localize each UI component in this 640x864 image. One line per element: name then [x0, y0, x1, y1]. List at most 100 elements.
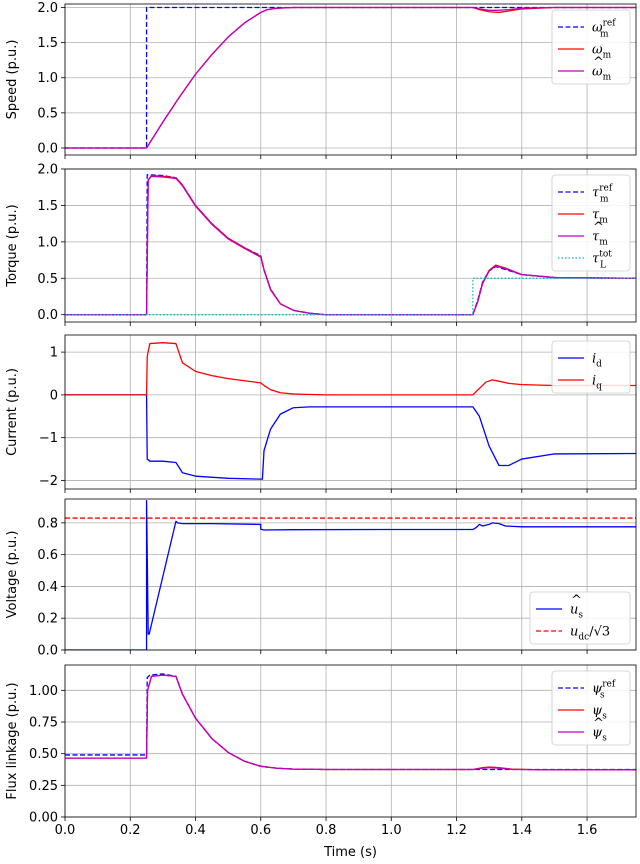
legend-subscript: dc	[578, 633, 589, 643]
legend-subscript: L	[600, 261, 606, 271]
legend-subscript: m	[603, 51, 612, 61]
legend-symbol: i	[592, 352, 596, 367]
legend-subscript: s	[602, 712, 607, 722]
legend-hat-1: ^	[571, 593, 582, 608]
y-tick-label: 0.50	[29, 747, 58, 762]
axes-frame	[64, 334, 637, 490]
legend-symbol: u	[570, 603, 578, 618]
legend-box	[551, 340, 631, 394]
legend-subscript: s	[602, 734, 607, 744]
series-group	[65, 499, 636, 650]
legend-superscript: ref	[599, 184, 613, 194]
y-tick-label: 0.4	[37, 580, 58, 595]
x-tick-label: 0.8	[316, 823, 337, 838]
x-axis-label: Time (s)	[323, 845, 377, 860]
y-tick-label: 0.6	[37, 548, 58, 563]
legend-symbol: ω	[592, 21, 603, 36]
legend-label-2: udc/√3	[570, 625, 610, 643]
series-group	[65, 174, 636, 316]
legend-subscript: m	[599, 238, 608, 248]
y-tick-label: 1	[50, 346, 58, 361]
legend-label-3: τm	[592, 230, 608, 248]
legend-box	[551, 174, 631, 272]
legend-label-2: ψs	[592, 704, 607, 722]
legend-hat-3: ^	[593, 220, 604, 235]
legend-symbol: ω	[592, 65, 603, 80]
y-tick-label: 1.5	[37, 36, 58, 51]
y-tick-label: 0.0	[37, 308, 58, 323]
legend-suffix: /√3	[589, 625, 610, 640]
legend-subscript: m	[600, 195, 609, 205]
legend-label-1: ωref m	[592, 19, 616, 40]
y-tick-label: 0.5	[37, 272, 58, 287]
y-tick-label: 1.00	[29, 684, 58, 699]
x-tick-label: 1.2	[446, 823, 467, 838]
legend-hat-3: ^	[593, 55, 604, 70]
axes-frame	[64, 498, 637, 651]
y-axis-label: Voltage (p.u.)	[5, 531, 20, 619]
legend-subscript: m	[599, 216, 608, 226]
x-tick-label: 0.6	[250, 823, 271, 838]
legend-superscript: tot	[599, 250, 612, 260]
axes-frame	[64, 168, 637, 323]
legend-label-2: ωm	[592, 43, 612, 61]
y-tick-label: 1.5	[37, 199, 58, 214]
y-tick-label: 1.0	[37, 235, 58, 250]
y-axis-label: Flux linkage (p.u.)	[5, 682, 20, 799]
legend-label-1: ψref s	[592, 680, 616, 701]
y-tick-label: 2.0	[37, 1, 58, 16]
y-tick-label: −1	[39, 431, 58, 446]
legend-symbol: ψ	[592, 726, 603, 741]
legend-symbol: τ	[592, 186, 600, 201]
y-tick-label: 2.0	[37, 163, 58, 178]
series-group	[65, 673, 636, 771]
y-axis-label: Speed (p.u.)	[5, 40, 20, 120]
legend-box	[551, 9, 631, 85]
series-line-1	[65, 394, 636, 480]
legend-label-2: τm	[592, 208, 608, 226]
series-group	[65, 342, 636, 480]
x-tick-label: 0.2	[120, 823, 141, 838]
legend-box	[551, 670, 631, 746]
legend: us ^ udc/√3	[529, 591, 631, 645]
legend-symbol: τ	[592, 208, 600, 223]
legend-superscript: ref	[602, 680, 616, 690]
y-tick-label: 0.25	[29, 779, 58, 794]
series-line-4	[65, 277, 636, 316]
y-tick-label: −2	[39, 474, 58, 489]
y-tick-label: 1.0	[37, 71, 58, 86]
x-tick-label: 0.0	[55, 823, 76, 838]
legend-subscript: s	[600, 691, 605, 701]
legend-subscript: d	[596, 360, 602, 370]
legend-subscript: s	[578, 611, 583, 621]
x-tick-label: 0.4	[185, 823, 206, 838]
series-line-1	[65, 499, 636, 650]
legend-symbol: ψ	[592, 704, 603, 719]
y-tick-label: 0.00	[29, 811, 58, 826]
legend-subscript: m	[600, 30, 609, 40]
y-tick-label: 0	[50, 388, 58, 403]
panel-5: 0.0 0.2 0.4 0.6 0.8 1.0 1.2 1.4 1.6 0.00 0.25 0.50 0…	[5, 664, 637, 838]
series-line-2	[65, 342, 636, 396]
y-tick-label: 0.0	[37, 644, 58, 659]
series-line-3	[65, 674, 636, 771]
y-axis-label: Torque (p.u.)	[5, 204, 20, 287]
legend-label-3: ωm	[592, 65, 612, 83]
y-tick-label: 0.0	[37, 141, 58, 156]
x-tick-label: 1.6	[577, 823, 598, 838]
axes-frame	[64, 664, 637, 818]
legend-label-3: ψs	[592, 726, 607, 744]
legend-symbol: i	[592, 374, 596, 389]
legend-symbol: τ	[592, 230, 600, 245]
legend-hat-3: ^	[593, 716, 604, 731]
legend-symbol: τ	[592, 252, 600, 267]
y-axis-label: Current (p.u.)	[5, 368, 20, 456]
